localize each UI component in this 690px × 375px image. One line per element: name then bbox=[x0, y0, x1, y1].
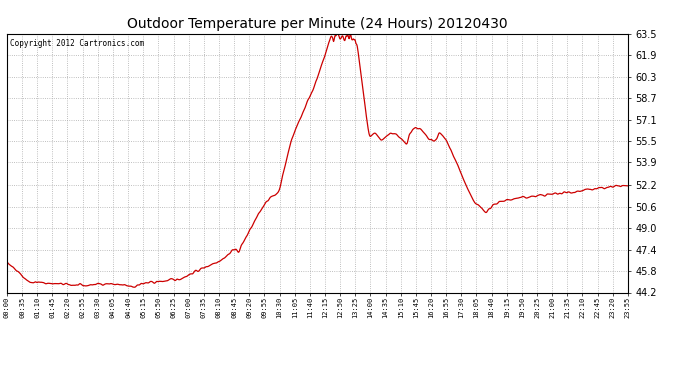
Title: Outdoor Temperature per Minute (24 Hours) 20120430: Outdoor Temperature per Minute (24 Hours… bbox=[127, 17, 508, 31]
Text: Copyright 2012 Cartronics.com: Copyright 2012 Cartronics.com bbox=[10, 39, 144, 48]
